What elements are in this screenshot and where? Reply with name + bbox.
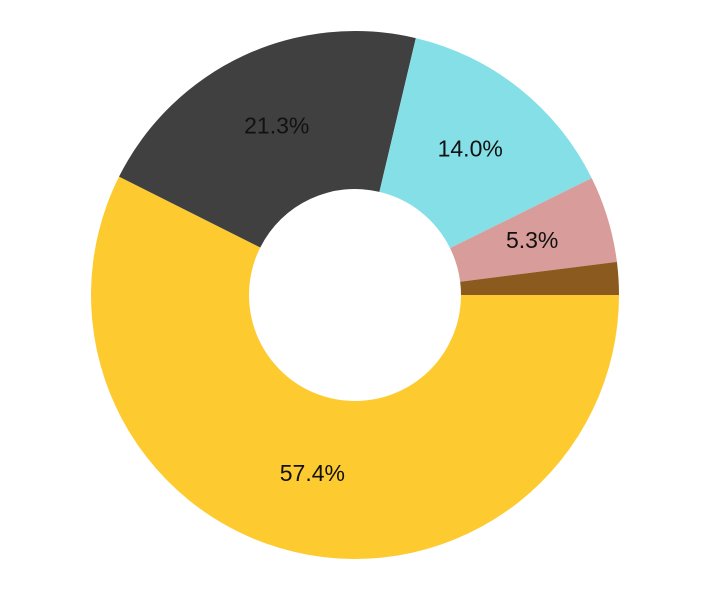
slice — [379, 38, 592, 249]
slice-label: 14.0% — [438, 135, 503, 161]
slice-label: 21.3% — [244, 112, 309, 138]
slice — [119, 30, 416, 248]
slice — [450, 178, 617, 282]
slice-label: 5.3% — [506, 227, 558, 253]
slice-label: 57.4% — [280, 460, 345, 486]
slice — [460, 261, 619, 295]
slice — [90, 176, 619, 559]
